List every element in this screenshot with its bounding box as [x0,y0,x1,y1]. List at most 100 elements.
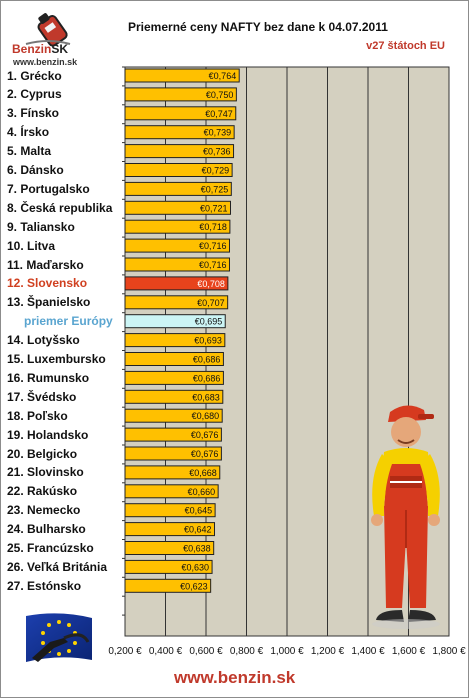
category-label: 5. Malta [7,144,52,159]
category-label: 8. Česká republika [7,200,113,215]
bar [124,333,226,348]
bar-value-label: €0,660 [188,487,216,497]
bar [124,465,221,480]
logo-name: Benzin [12,42,52,56]
x-tick-label: 1,000 € [270,646,304,657]
x-tick-label: 0,400 € [149,646,183,657]
bar [124,181,232,196]
gas-station-attendant-mascot [362,398,446,643]
bar [124,219,231,234]
bar [124,503,216,518]
category-label: 12. Slovensko [7,276,88,291]
bar [124,352,224,366]
bar-value-label: €0,638 [183,544,211,554]
x-tick-label: 0,800 € [230,646,264,657]
category-label: 27. Estónsko [7,578,82,593]
bar-value-label: €0,716 [199,260,227,270]
bar [124,87,237,102]
category-label: 14. Lotyšsko [7,333,80,348]
bar [124,389,224,404]
bar [124,295,229,310]
bar-value-label: €0,693 [194,336,222,346]
bar [124,314,226,329]
x-tick-label: 1,400 € [351,646,385,657]
bar [124,522,216,537]
category-label: 16. Rumunsko [7,370,90,385]
category-label: 9. Taliansko [7,219,75,234]
bar [124,163,233,177]
bar [124,427,222,442]
bar [124,484,219,499]
bar-value-label: €0,668 [189,468,217,478]
category-label: 10. Litva [7,238,56,253]
category-label: 1. Grécko [7,68,62,83]
bar [124,370,224,385]
category-label: 18. Poľsko [7,408,68,423]
x-tick-label: 0,200 € [108,646,142,657]
bar [124,125,235,140]
category-label: 22. Rakúsko [7,484,78,499]
footer-url[interactable]: www.benzin.sk [174,668,296,687]
x-tick-label: 0,600 € [189,646,223,657]
bar-value-label: €0,721 [200,203,228,213]
category-label: 19. Holandsko [7,427,89,442]
category-label: priemer Európy [24,314,113,329]
bar [124,446,222,461]
x-tick-label: 1,800 € [432,646,466,657]
chart-title: Priemerné ceny NAFTY bez dane k 04.07.20… [128,20,388,34]
x-tick-label: 1,200 € [311,646,345,657]
category-label: 2. Cyprus [7,87,62,102]
bar-value-label: €0,725 [201,184,229,194]
x-tick-label: 1,600 € [392,646,426,657]
benzin-logo-icon[interactable] [8,8,88,68]
eu-flag-fuel-nozzle-icon [24,612,94,669]
bar-value-label: €0,623 [180,581,208,591]
bar-value-label: €0,686 [193,355,221,365]
category-label: 23. Nemecko [7,503,81,518]
logo-url[interactable]: www.benzin.sk [13,57,78,67]
bar [124,68,240,83]
bar-value-label: €0,750 [206,90,234,100]
category-label: 11. Maďarsko [7,257,84,272]
bar [124,257,230,272]
bar [124,200,232,215]
bar-value-label: €0,707 [197,298,225,308]
bar [124,541,215,555]
bar [124,144,235,159]
bar-value-label: €0,736 [203,147,231,157]
category-label: 6. Dánsko [7,163,64,177]
category-label: 25. Francúzsko [7,541,94,555]
category-label: 26. Veľká Británia [7,559,108,574]
bar [124,106,237,121]
bar [124,238,230,253]
category-label: 24. Bulharsko [7,522,86,537]
bar [124,578,212,593]
bar [124,408,223,423]
category-label: 4. Írsko [7,125,50,140]
bar-value-label: €0,695 [195,317,223,327]
bar-value-label: €0,683 [192,392,220,402]
bar-value-label: €0,676 [191,430,219,440]
category-label: 21. Slovinsko [7,465,84,480]
bar-value-label: €0,739 [204,128,232,138]
category-label: 15. Luxembursko [7,352,106,366]
category-label: 17. Švédsko [7,389,77,404]
bar-value-label: €0,764 [209,71,237,81]
bar-value-label: €0,680 [192,411,220,421]
logo-suffix: SK [51,42,69,56]
logo-wordmark: BenzinSK [12,42,68,56]
bar-value-label: €0,686 [193,373,221,383]
bar-value-label: €0,642 [184,525,212,535]
bar-value-label: €0,718 [199,222,227,232]
category-label: 7. Portugalsko [7,181,90,196]
bar-value-label: €0,716 [199,241,227,251]
category-label: 13. Španielsko [7,295,91,310]
bar-value-label: €0,645 [185,506,213,516]
chart-subtitle: v27 štátoch EU [366,40,445,52]
bar-value-label: €0,747 [205,109,233,119]
bar [124,559,213,574]
bar-value-label: €0,676 [191,449,219,459]
bar-value-label: €0,729 [202,166,230,176]
bar-value-label: €0,708 [197,279,225,289]
category-label: 20. Belgicko [7,446,78,461]
